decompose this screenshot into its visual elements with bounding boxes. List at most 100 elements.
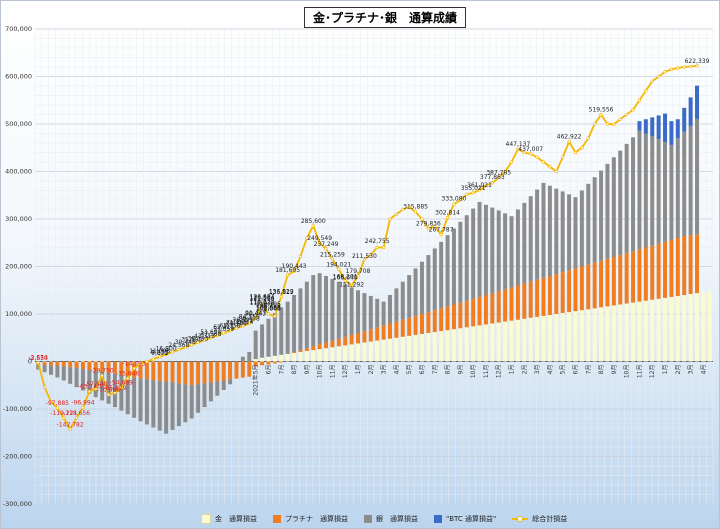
bar-silver — [343, 284, 348, 337]
bar-silver — [375, 298, 380, 328]
bar-platinum — [330, 340, 335, 348]
bar-silver — [541, 182, 546, 278]
bar-silver — [189, 385, 194, 419]
y-tick-label: 600,000 — [5, 73, 32, 81]
bar-silver — [74, 368, 79, 388]
y-tick-label: 700,000 — [5, 25, 32, 33]
data-label: 106,288 — [256, 303, 281, 310]
bar-silver — [247, 352, 252, 362]
total-point — [682, 65, 686, 69]
data-label: 333,080 — [442, 195, 467, 202]
data-label: 72,714 — [232, 319, 253, 326]
x-tick-label: 12月 — [342, 365, 349, 379]
bar-gold — [451, 329, 456, 362]
data-label: 122,560 — [250, 295, 275, 302]
bar-gold — [656, 298, 661, 362]
bar-silver — [605, 163, 610, 259]
y-tick-label: 0 — [28, 358, 32, 366]
bar-gold — [407, 335, 412, 362]
bar-silver — [477, 201, 482, 297]
bar-silver — [400, 281, 405, 320]
x-tick-label: 5月 — [560, 365, 567, 375]
legend-label-total: 総合計損益 — [532, 515, 568, 523]
bar-gold — [515, 319, 520, 362]
bar-platinum — [176, 361, 181, 384]
data-label: 622,339 — [685, 58, 710, 65]
bar-platinum — [592, 262, 597, 309]
legend-swatch-btc — [434, 515, 442, 523]
bar-platinum — [426, 312, 431, 333]
x-tick-label: 11月 — [483, 365, 490, 379]
bar-platinum — [228, 361, 233, 380]
bar-platinum — [605, 258, 610, 307]
bar-gold — [535, 316, 540, 362]
data-label: 237,249 — [314, 241, 339, 248]
data-label: 62,411 — [213, 324, 234, 331]
total-point — [688, 64, 693, 69]
bar-silver — [464, 215, 469, 301]
total-point — [311, 224, 315, 228]
bar-silver — [522, 202, 527, 284]
bar-gold — [547, 314, 552, 362]
bar-silver — [445, 235, 450, 307]
total-point — [452, 202, 456, 206]
bar-platinum — [202, 361, 207, 384]
total-point — [522, 150, 526, 155]
bar-platinum — [522, 283, 527, 319]
bar-silver — [675, 138, 680, 238]
y-tick-label: -100,000 — [3, 405, 32, 413]
legend-label-silver: 銀 通算損益 — [376, 515, 418, 523]
legend-item-platinum: プラチナ 通算損益 — [273, 513, 348, 525]
bar-platinum — [106, 361, 111, 373]
total-point — [439, 233, 443, 237]
total-point — [183, 345, 187, 349]
bar-gold — [74, 361, 79, 362]
bar-gold — [413, 334, 418, 362]
bar-silver — [413, 268, 418, 316]
total-point — [266, 312, 271, 316]
x-tick-label: 11月 — [329, 365, 336, 379]
data-label: 100,646 — [256, 306, 281, 313]
bar-platinum — [682, 236, 687, 295]
data-label-negative: -35,846 — [116, 371, 139, 378]
bar-platinum — [349, 334, 354, 345]
x-tick-label: 6月 — [265, 365, 272, 375]
total-point — [541, 160, 546, 164]
bar-silver — [42, 365, 47, 373]
bar-silver — [650, 136, 655, 246]
bar-platinum — [253, 361, 258, 367]
x-tick-label: 11月 — [636, 365, 643, 379]
bar-platinum — [528, 281, 533, 318]
bar-gold — [266, 356, 271, 362]
bar-gold — [272, 355, 277, 362]
data-label-negative: -118,656 — [63, 410, 90, 417]
data-label-negative: -65,829 — [103, 385, 126, 392]
bar-gold — [477, 325, 482, 362]
data-label: 126,687 — [250, 293, 275, 300]
total-point — [593, 122, 597, 126]
total-point — [349, 283, 354, 288]
bar-silver — [682, 131, 687, 237]
bar-silver — [151, 380, 156, 428]
total-point — [426, 226, 431, 231]
data-label: 211,530 — [352, 253, 377, 260]
bar-btc — [650, 117, 655, 137]
bar-gold — [586, 309, 591, 362]
bar-platinum — [611, 257, 616, 306]
bar-gold — [93, 360, 98, 362]
bar-gold — [663, 297, 668, 362]
bar-gold — [324, 348, 329, 362]
total-point — [407, 205, 411, 209]
bar-platinum — [119, 361, 124, 376]
data-label: 7,672 — [151, 350, 168, 357]
total-point — [273, 314, 277, 319]
data-label: 279,836 — [416, 221, 441, 228]
total-point — [286, 273, 290, 277]
data-label: 302,814 — [435, 210, 460, 217]
bar-silver — [573, 197, 578, 269]
data-label: 11,098 — [149, 348, 170, 355]
bar-gold — [528, 317, 533, 362]
x-tick-label: 7月 — [278, 365, 285, 375]
bar-gold — [125, 361, 130, 362]
data-label: 447,137 — [506, 141, 531, 148]
